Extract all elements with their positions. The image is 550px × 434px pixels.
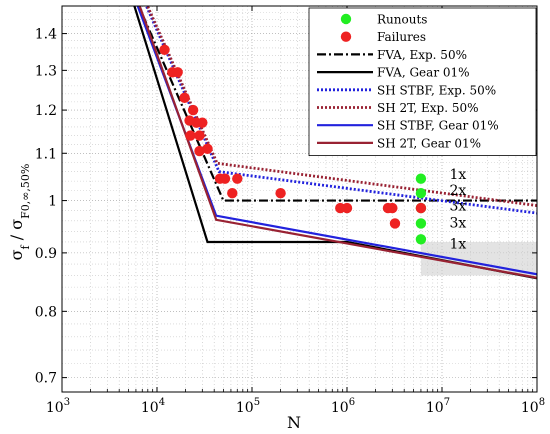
count-annotation: 3x (450, 199, 467, 215)
y-axis-label: σf / σF0,∞,50% (7, 164, 32, 261)
failure-point (387, 202, 398, 214)
x-tick-base: 10 (426, 400, 444, 416)
legend-label: SH 2T, Exp. 50% (377, 101, 479, 115)
failure-point (219, 173, 231, 184)
y-tick-label: 1.4 (35, 27, 57, 43)
failure-point (341, 202, 353, 214)
runout-point (415, 234, 427, 245)
x-tick-exponent: 6 (349, 397, 355, 408)
y-label-sigma-f: σ (7, 249, 26, 260)
failure-point (179, 92, 190, 104)
count-annotation: 1x (450, 167, 467, 183)
y-label-sub-f: f (19, 244, 32, 249)
failure-point (415, 202, 427, 214)
x-tick-exponent: 7 (444, 397, 450, 408)
series-line-2 (144, 6, 537, 215)
x-tick-exponent: 8 (539, 397, 545, 408)
x-tick-label: 105 (236, 397, 260, 416)
x-tick-label: 106 (331, 397, 355, 416)
series-line-5 (138, 6, 537, 279)
failure-point (389, 218, 401, 229)
x-axis-label: N (287, 413, 301, 432)
x-tick-label: 107 (426, 397, 450, 416)
x-tick-exponent: 5 (254, 397, 260, 408)
runout-point (415, 218, 427, 229)
legend-label: Runouts (377, 13, 427, 27)
y-tick-label: 1.2 (35, 103, 57, 119)
series-line-0 (137, 6, 537, 202)
x-tick-label: 103 (46, 397, 70, 416)
y-label-sub-f0: F0,∞,50% (19, 164, 32, 219)
runout-point (415, 187, 427, 199)
legend-label: Failures (377, 30, 426, 44)
x-tick-base: 10 (141, 400, 159, 416)
x-tick-base: 10 (521, 400, 539, 416)
y-tick-label: 0.7 (35, 371, 57, 387)
legend-label: SH STBF, Exp. 50% (377, 83, 496, 97)
failure-point (227, 187, 238, 199)
count-annotation: 1x (450, 237, 467, 253)
legend-marker (340, 13, 352, 25)
failure-point (187, 104, 199, 116)
y-tick-label: 0.8 (35, 304, 57, 320)
x-tick-exponent: 3 (64, 397, 70, 408)
plot-area (133, 6, 537, 280)
failure-point (232, 173, 243, 184)
x-tick-base: 10 (331, 400, 349, 416)
y-label-divider: / σ (7, 219, 26, 246)
failure-point (194, 130, 205, 141)
runout-point (415, 173, 427, 184)
legend-label: FVA, Gear 01% (377, 66, 470, 80)
legend-label: FVA, Exp. 50% (377, 48, 467, 62)
legend: Runouts Failures FVA, Exp. 50% FVA, Gear 01… (308, 7, 537, 157)
x-tick-exponent: 4 (159, 397, 165, 408)
x-tick-base: 10 (46, 400, 64, 416)
x-tick-base: 10 (236, 400, 254, 416)
failure-point (202, 143, 213, 154)
y-tick-label: 1.1 (35, 146, 57, 162)
x-tick-label: 104 (141, 397, 165, 416)
plot-frame (61, 5, 538, 393)
legend-label: SH 2T, Gear 01% (377, 136, 481, 150)
legend-marker (340, 31, 352, 42)
count-annotation: 3x (450, 215, 467, 231)
failure-point (172, 67, 183, 78)
failure-point (275, 187, 286, 199)
failure-point (197, 117, 208, 128)
count-annotation: 2x (450, 183, 467, 199)
failure-point (159, 44, 170, 55)
y-tick-label: 1.3 (35, 63, 57, 79)
failure-point (185, 130, 196, 141)
legend-label: SH STBF, Gear 01% (377, 119, 499, 133)
y-tick-label: 1 (48, 194, 57, 210)
failure-point (194, 145, 205, 157)
y-tick-label: 0.9 (35, 246, 57, 262)
x-tick-label: 108 (521, 397, 545, 416)
